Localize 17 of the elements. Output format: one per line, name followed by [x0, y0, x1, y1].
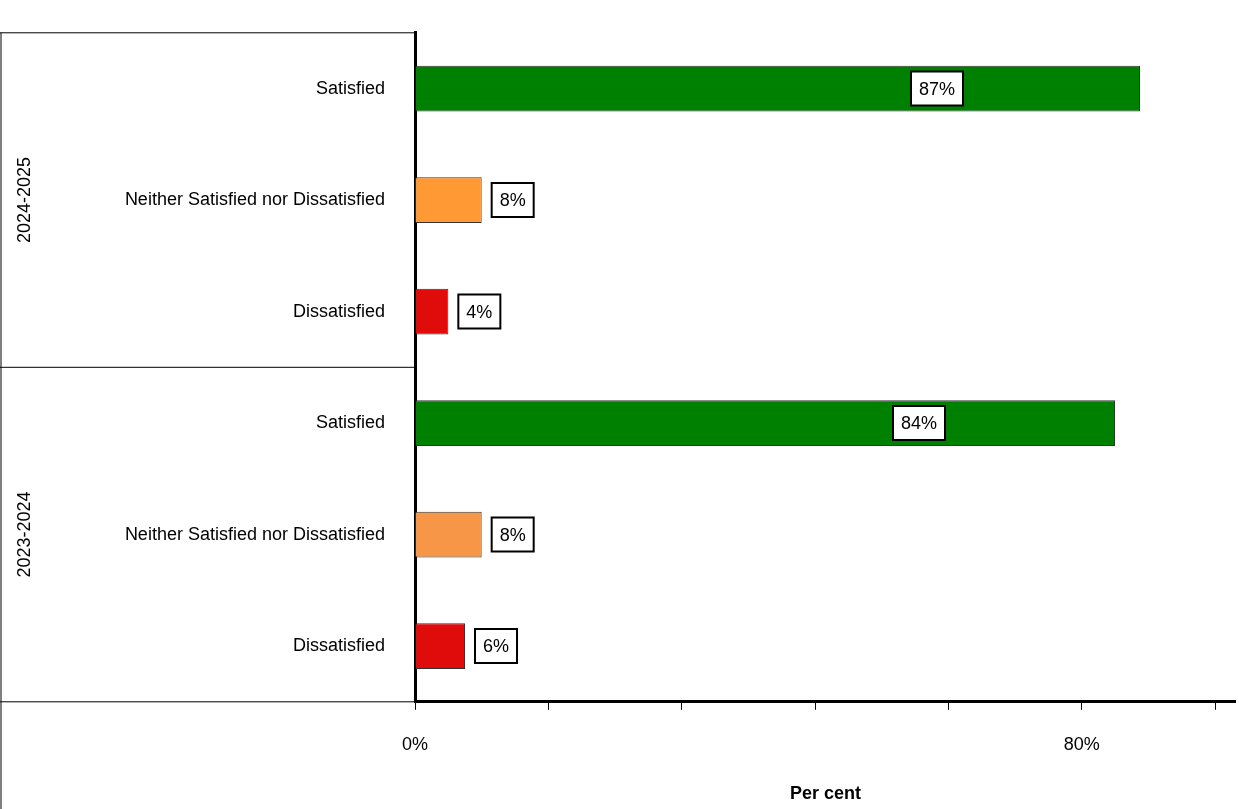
y-tick-label: Dissatisfied [292, 635, 385, 656]
data-label: 8% [499, 190, 526, 211]
y-tick-label: Neither Satisfied nor Dissatisfied [124, 189, 385, 210]
x-tick-label: 0% [401, 733, 429, 754]
data-label: 87% [918, 78, 956, 99]
text: 2024-2025 [13, 157, 34, 244]
text: 2023-2024 [13, 491, 34, 578]
y-tick-label: Neither Satisfied nor Dissatisfied [124, 523, 385, 544]
y-tick-label: Satisfied [315, 412, 385, 433]
y-tick-label: Dissatisfied [292, 300, 385, 321]
y-tick-label: Satisfied [315, 77, 385, 98]
data-label: 4% [466, 301, 493, 322]
data-label: 84% [900, 413, 938, 434]
data-label: 8% [499, 524, 526, 545]
data-label: 6% [483, 636, 510, 657]
x-tick-label: 80% [1063, 733, 1100, 754]
x-axis-title: Per cent [789, 783, 861, 804]
